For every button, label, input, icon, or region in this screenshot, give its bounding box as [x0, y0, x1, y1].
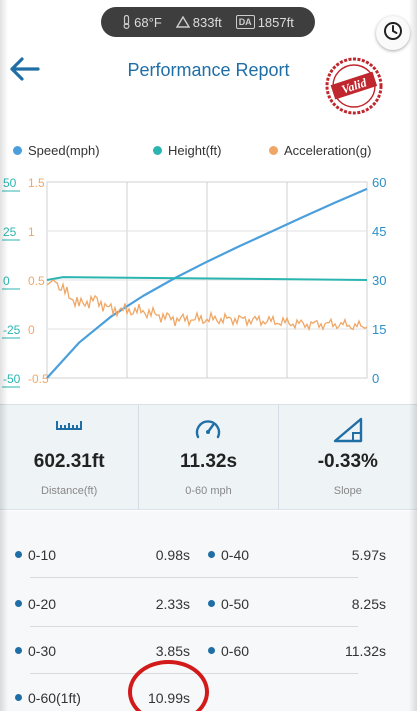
temperature-value: 68°F — [134, 14, 162, 30]
height-tick-label: 25 — [3, 225, 17, 239]
chart-legend: Speed(mph) Height(ft) Acceleration(g) — [13, 143, 413, 161]
speed-tick-label: 30 — [372, 273, 386, 288]
stamp-text: Valid — [340, 75, 369, 96]
legend-label-speed: Speed(mph) — [28, 143, 100, 158]
time-label: 0-60 — [221, 643, 250, 659]
time-splits-panel — [0, 511, 417, 711]
acceleration-tick-label: 0.5 — [28, 274, 45, 288]
time-value: 5.97s — [351, 547, 386, 563]
legend-item-height: Height(ft) — [153, 143, 221, 158]
mountain-icon — [175, 16, 190, 28]
stat-distance: 602.31ft Distance(ft) — [0, 405, 138, 509]
chart-ticks: 50 25 0 -25 -50 1.5 1 0.5 0 -0.5 60 45 30 15 0 — [2, 175, 386, 388]
highlight-annotation — [128, 660, 209, 711]
conditions-bar: 68°F 833ft DA 1857ft — [101, 7, 315, 37]
acceleration-tick-label: 1.5 — [28, 176, 45, 190]
acceleration-tick-label: 0 — [28, 323, 35, 337]
time-value: 11.32s — [345, 643, 386, 659]
height-tick-label: 0 — [3, 274, 10, 288]
time-value: 8.25s — [351, 596, 386, 612]
stat-zero-sixty-label: 0-60 mph — [185, 485, 232, 497]
speed-tick-label: 60 — [372, 175, 386, 190]
acceleration-tick-label: -0.5 — [28, 372, 49, 386]
time-label: 0-20 — [28, 596, 57, 612]
height-series-line — [46, 276, 368, 281]
time-value: 3.85s — [155, 643, 190, 659]
history-button[interactable] — [376, 16, 410, 50]
back-arrow-icon — [8, 57, 42, 89]
bullet-icon — [15, 647, 22, 654]
speedometer-icon — [194, 417, 222, 446]
time-label: 0-10 — [28, 547, 57, 563]
back-button[interactable] — [8, 55, 44, 85]
stat-slope: -0.33% Slope — [277, 405, 417, 509]
row-divider — [30, 626, 358, 627]
stats-panel: 602.31ft Distance(ft) 11.32s 0-60 mph -0… — [0, 404, 417, 510]
legend-label-height: Height(ft) — [168, 143, 222, 158]
legend-item-acceleration: Acceleration(g) — [269, 143, 371, 158]
elevation-value: 833ft — [192, 14, 222, 30]
speed-tick-label: 15 — [372, 322, 386, 337]
time-label: 0-60(1ft) — [28, 690, 81, 706]
stat-slope-label: Slope — [333, 485, 362, 497]
density-altitude-badge: DA — [235, 15, 255, 29]
valid-stamp: Valid — [324, 56, 384, 116]
legend-dot-height — [153, 146, 162, 155]
time-label: 0-50 — [221, 596, 250, 612]
performance-chart: 50 25 0 -25 -50 1.5 1 0.5 0 -0.5 60 45 30 15 0 — [2, 175, 386, 388]
stat-zero-sixty-value: 11.32s — [179, 451, 238, 472]
bullet-icon — [208, 551, 215, 558]
time-label: 0-40 — [221, 547, 250, 563]
acceleration-series-line — [46, 279, 368, 332]
ruler-icon — [56, 417, 83, 438]
bullet-icon — [208, 600, 215, 607]
row-divider — [30, 577, 358, 578]
stat-distance-label: Distance(ft) — [41, 485, 98, 497]
bullet-icon — [15, 551, 22, 558]
speed-tick-label: 0 — [372, 371, 379, 386]
bullet-icon — [15, 694, 22, 701]
slope-icon — [333, 417, 363, 448]
legend-dot-acceleration — [269, 146, 278, 155]
speed-tick-label: 45 — [372, 224, 386, 239]
acceleration-tick-label: 1 — [28, 225, 35, 239]
bullet-icon — [15, 600, 22, 607]
height-tick-label: -25 — [3, 323, 21, 337]
chart-series — [46, 187, 368, 379]
stat-distance-value: 602.31ft — [33, 451, 105, 472]
time-label: 0-30 — [28, 643, 57, 659]
height-tick-label: -50 — [3, 372, 21, 386]
stat-zero-sixty: 11.32s 0-60 mph — [138, 405, 277, 509]
stat-slope-value: -0.33% — [317, 451, 378, 472]
time-value: 2.33s — [155, 596, 190, 612]
clock-icon — [383, 21, 403, 46]
legend-dot-speed — [13, 146, 22, 155]
thermometer-icon — [122, 15, 131, 29]
bullet-icon — [208, 647, 215, 654]
density-altitude-value: 1857ft — [257, 14, 294, 30]
legend-item-speed: Speed(mph) — [13, 143, 100, 158]
time-value: 0.98s — [155, 547, 190, 563]
page-title: Performance Report — [127, 60, 290, 80]
legend-label-acceleration: Acceleration(g) — [284, 143, 372, 158]
speed-series-line — [46, 187, 368, 379]
height-tick-label: 50 — [3, 176, 17, 190]
